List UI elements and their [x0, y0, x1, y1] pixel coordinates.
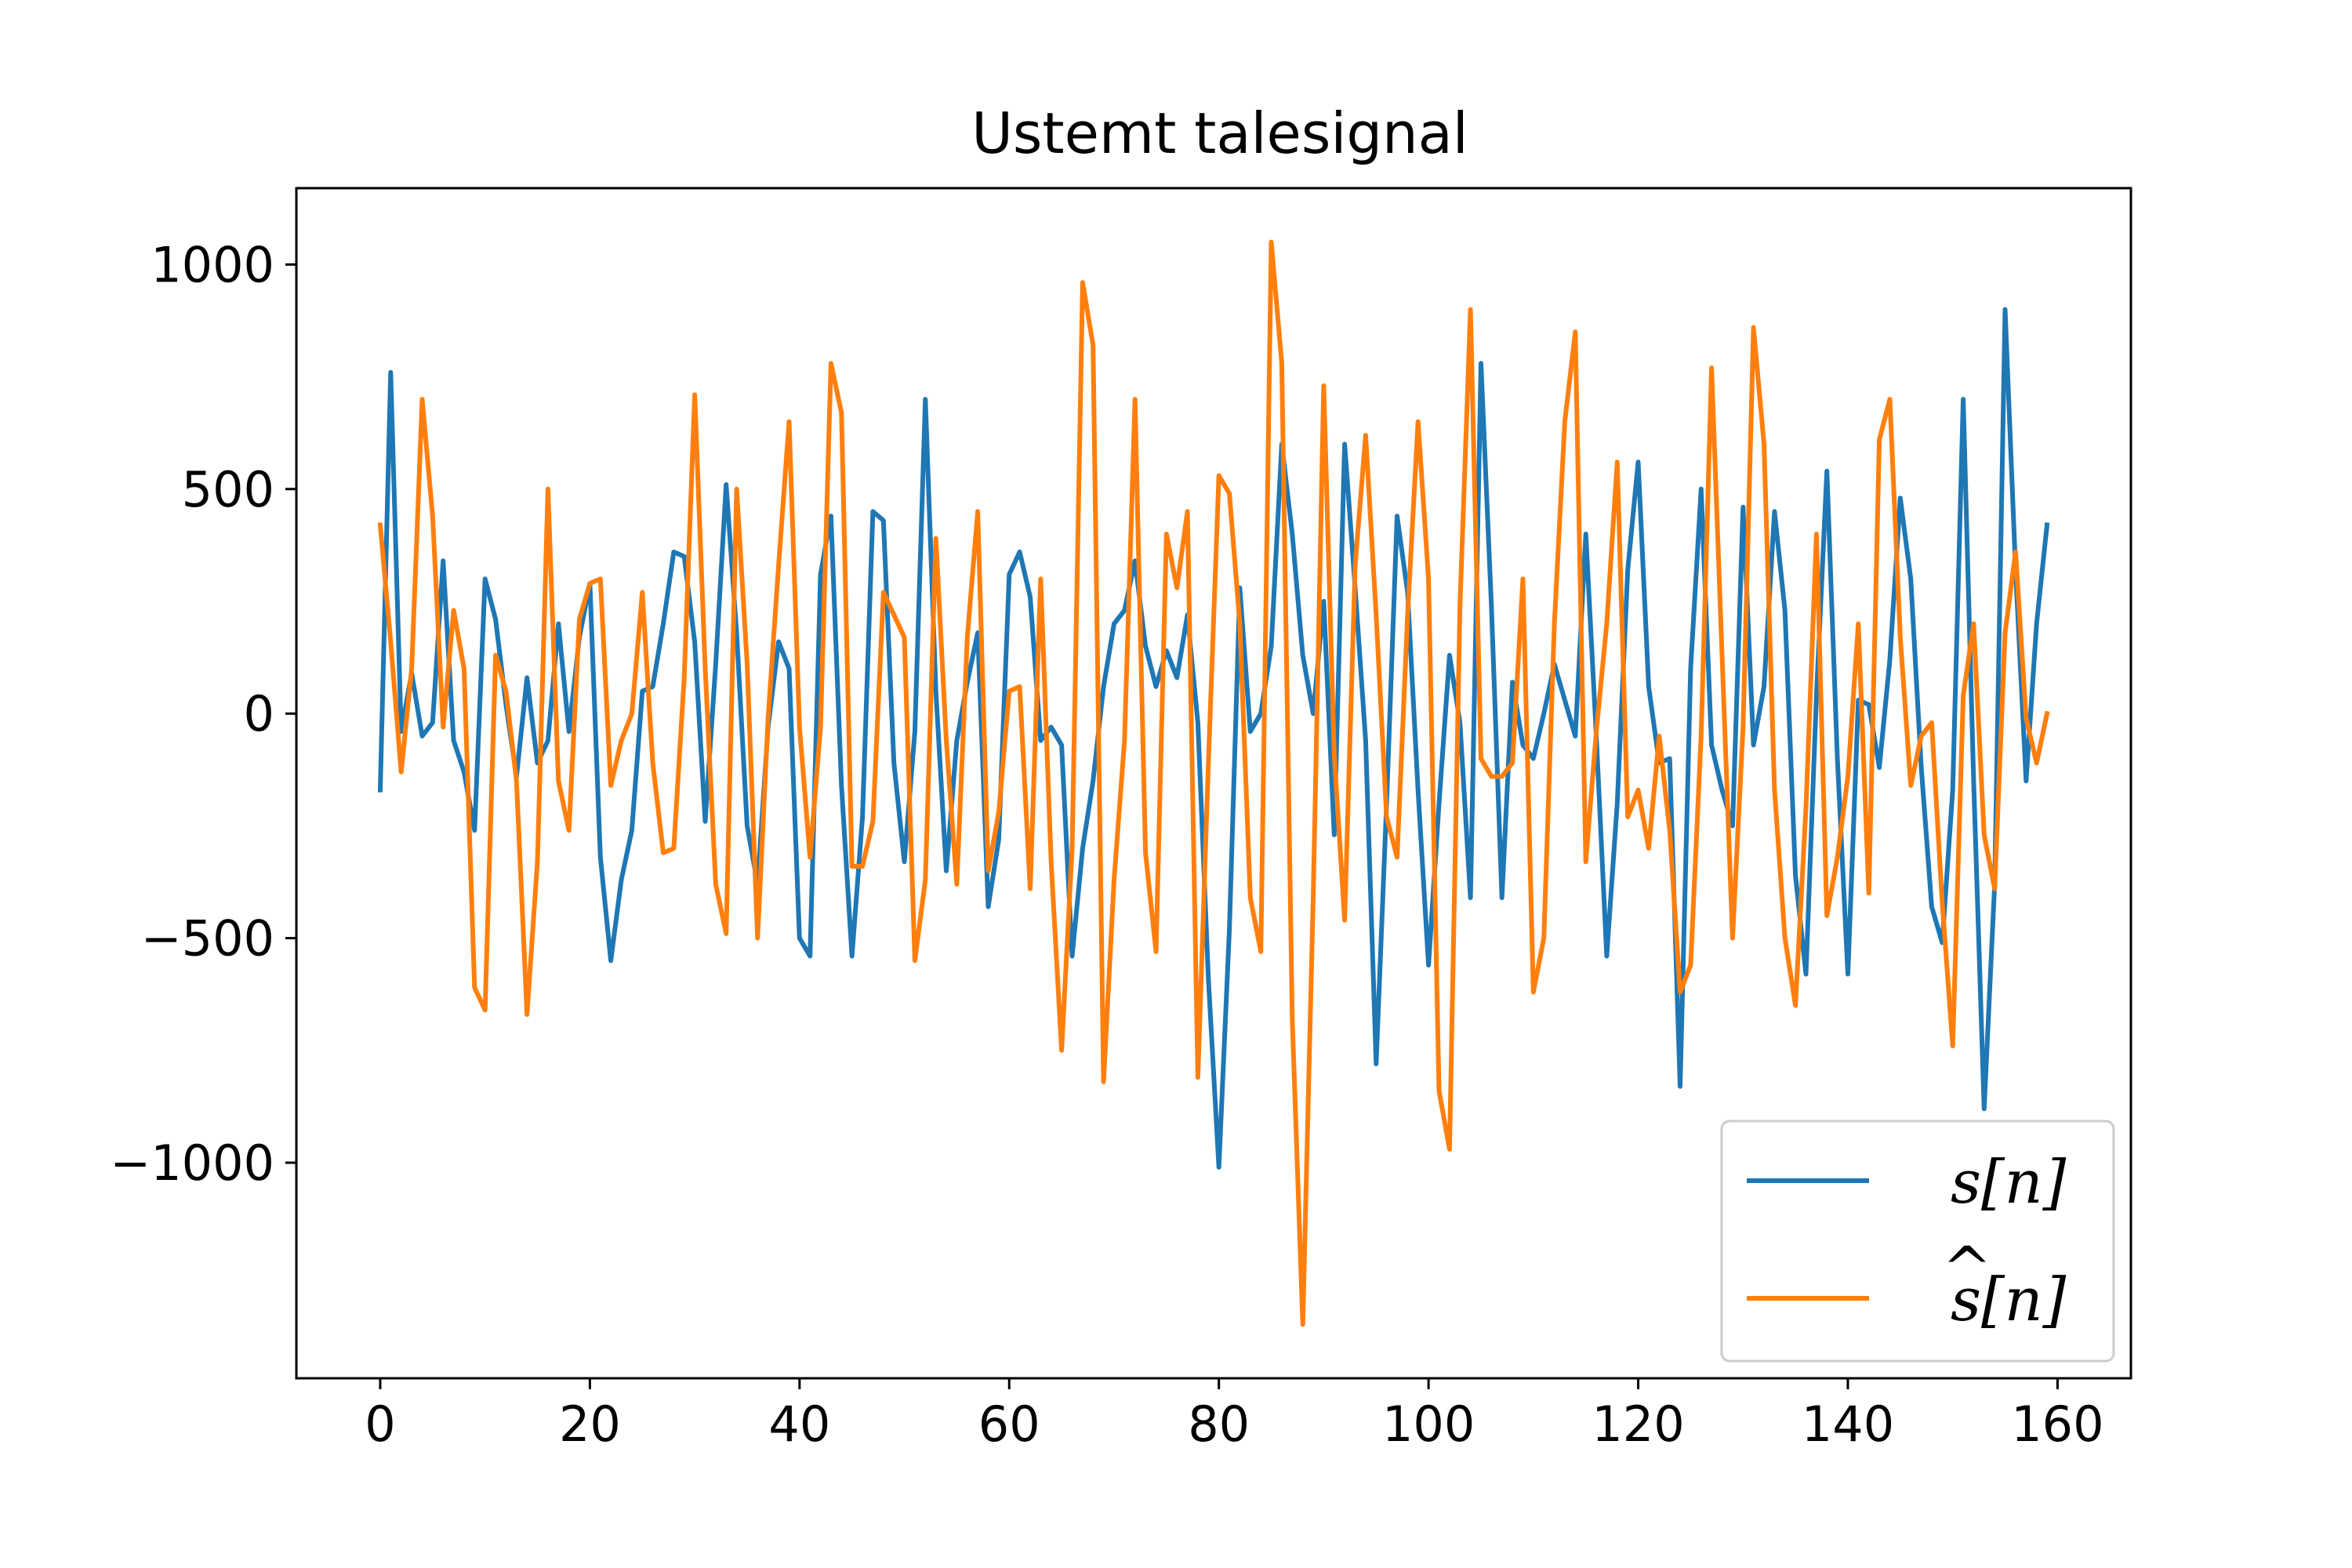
legend-entry-0: s[n] — [1747, 1147, 2067, 1217]
y-tick-label: 1000 — [151, 236, 274, 293]
legend-symbol: s — [1951, 1265, 1981, 1334]
y-axis: 1000 500 0 −500 −1000 — [110, 236, 296, 1192]
x-tick-label: 160 — [2011, 1396, 2103, 1453]
x-tick-label: 60 — [978, 1396, 1040, 1453]
x-tick-label: 80 — [1188, 1396, 1250, 1453]
legend-entry-1: s[n]^ — [1747, 1233, 2067, 1334]
y-tick-label: 0 — [244, 685, 274, 742]
x-tick-label: 120 — [1592, 1396, 1684, 1453]
plot-frame — [295, 187, 2132, 1380]
legend: s[n]s[n]^ — [1720, 1120, 2115, 1363]
x-tick-label: 140 — [1802, 1396, 1894, 1453]
x-tick-label: 40 — [768, 1396, 830, 1453]
legend-index: [n] — [1981, 1265, 2067, 1334]
chart-title: Ustemt talesignal — [971, 100, 1468, 166]
x-tick-label: 20 — [559, 1396, 621, 1453]
x-axis: 0 20 40 60 80 100 120 140 160 — [365, 1378, 2104, 1453]
x-tick-label: 0 — [365, 1396, 395, 1453]
series-line-1 — [377, 239, 2050, 1327]
y-tick-label: 500 — [182, 461, 274, 518]
legend-label: s[n] — [1951, 1147, 2067, 1217]
legend-hat: ^ — [1942, 1233, 1992, 1303]
y-tick-label: −1000 — [110, 1134, 274, 1192]
series-layer — [377, 239, 2050, 1327]
y-tick-label: −500 — [141, 910, 274, 967]
legend-label: s[n] — [1951, 1265, 2067, 1334]
legend-symbol: s — [1951, 1147, 1981, 1217]
x-tick-label: 100 — [1382, 1396, 1475, 1453]
legend-index: [n] — [1981, 1147, 2067, 1217]
